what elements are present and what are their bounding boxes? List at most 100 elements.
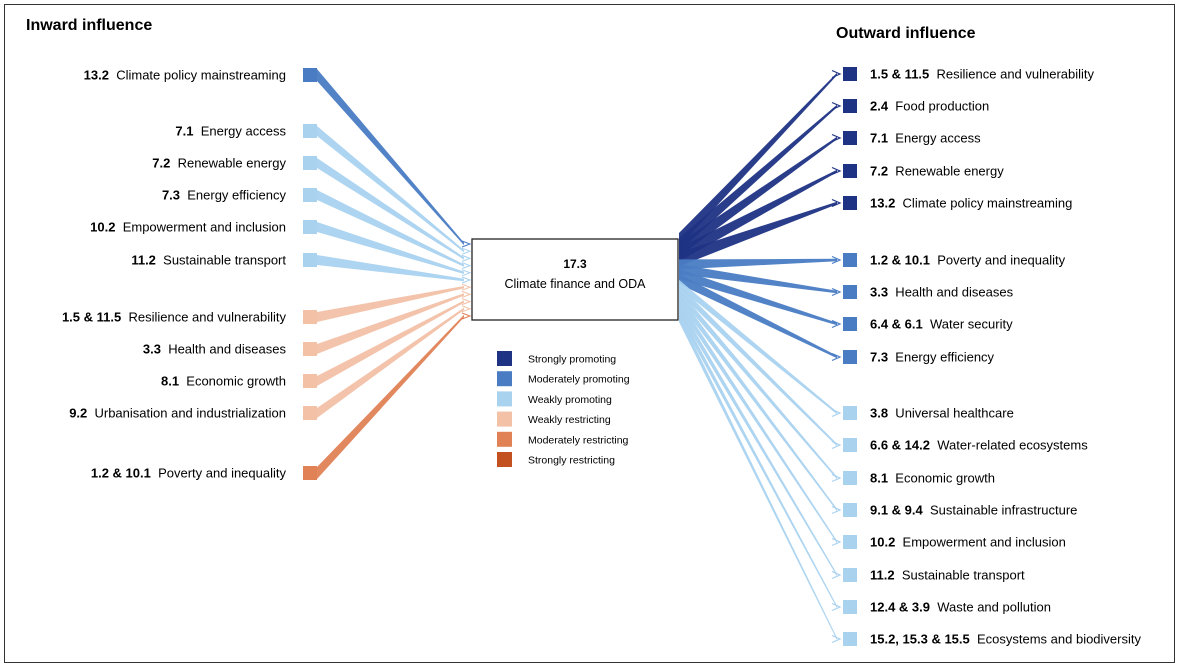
outward-item-1-5-11-5: 1.5 & 11.5 Resilience and vulnerability xyxy=(870,67,1095,82)
outward-item-label: Resilience and vulnerability xyxy=(929,67,1094,82)
outward-item-8-1: 8.1 Economic growth xyxy=(870,471,995,486)
inward-node-square xyxy=(303,374,317,388)
inward-item-10-2: 10.2 Empowerment and inclusion xyxy=(90,220,286,235)
outward-item-1-2-10-1: 1.2 & 10.1 Poverty and inequality xyxy=(870,253,1066,268)
inward-node-square xyxy=(303,68,317,82)
outward-node-square xyxy=(843,317,857,331)
inward-item-13-2: 13.2 Climate policy mainstreaming xyxy=(84,68,286,83)
outward-node-square xyxy=(843,285,857,299)
inward-edge-13-2 xyxy=(317,69,464,245)
outward-node-square xyxy=(843,600,857,614)
outward-item-code: 12.4 & 3.9 xyxy=(870,600,930,615)
inward-item-7-2: 7.2 Renewable energy xyxy=(152,156,286,171)
outward-item-3-8: 3.8 Universal healthcare xyxy=(870,406,1014,421)
inward-item-label: Economic growth xyxy=(179,374,286,389)
legend-label-moderately-restricting: Moderately restricting xyxy=(528,434,629,446)
outward-node-square xyxy=(843,406,857,420)
outward-item-label: Climate policy mainstreaming xyxy=(895,196,1072,211)
outward-item-7-3: 7.3 Energy efficiency xyxy=(870,350,995,365)
outward-item-7-1: 7.1 Energy access xyxy=(870,131,981,146)
inward-item-code: 3.3 xyxy=(143,342,161,357)
inward-item-label: Energy access xyxy=(194,124,287,139)
legend-swatch-weakly-promoting xyxy=(497,391,512,406)
inward-item-code: 13.2 xyxy=(84,68,109,83)
inward-node-square xyxy=(303,124,317,138)
outward-node-square xyxy=(843,253,857,267)
legend: Strongly promotingModerately promotingWe… xyxy=(497,351,630,467)
outward-item-code: 13.2 xyxy=(870,196,895,211)
outward-node-square xyxy=(843,350,857,364)
outward-title: Outward influence xyxy=(836,25,976,42)
outward-item-label: Sustainable transport xyxy=(895,568,1025,583)
inward-item-code: 11.2 xyxy=(131,253,156,268)
outward-item-code: 3.3 xyxy=(870,285,888,300)
outward-node-square xyxy=(843,99,857,113)
inward-node-square xyxy=(303,310,317,324)
outward-item-label: Ecosystems and biodiversity xyxy=(970,632,1142,647)
outward-node-square xyxy=(843,164,857,178)
inward-item-label: Sustainable transport xyxy=(156,253,286,268)
legend-swatch-weakly-restricting xyxy=(497,412,512,427)
outward-item-label: Water-related ecosystems xyxy=(930,438,1088,453)
inward-item-code: 1.5 & 11.5 xyxy=(62,310,121,325)
inward-edge-7-3 xyxy=(317,190,464,267)
outward-item-code: 1.2 & 10.1 xyxy=(870,253,930,268)
inward-node-square xyxy=(303,188,317,202)
legend-label-strongly-promoting: Strongly promoting xyxy=(528,354,616,366)
outward-nodes: 1.5 & 11.5 Resilience and vulnerability 2… xyxy=(843,67,1141,647)
outward-item-label: Energy efficiency xyxy=(888,350,994,365)
legend-swatch-moderately-promoting xyxy=(497,371,512,386)
outward-item-code: 7.3 xyxy=(870,350,888,365)
inward-item-label: Energy efficiency xyxy=(180,188,286,203)
inward-item-label: Renewable energy xyxy=(170,156,286,171)
outward-item-6-4-6-1: 6.4 & 6.1 Water security xyxy=(870,317,1013,332)
outward-node-square xyxy=(843,503,857,517)
outward-item-label: Poverty and inequality xyxy=(930,253,1066,268)
outward-item-2-4: 2.4 Food production xyxy=(870,99,989,114)
inward-node-square xyxy=(303,156,317,170)
inward-item-label: Urbanisation and industrialization xyxy=(87,406,286,421)
inward-node-square xyxy=(303,253,317,267)
inward-item-code: 7.2 xyxy=(152,156,170,171)
outward-edge-1-2-10-1 xyxy=(679,259,837,270)
outward-node-square xyxy=(843,471,857,485)
outward-node-square xyxy=(843,535,857,549)
outward-item-7-2: 7.2 Renewable energy xyxy=(870,164,1004,179)
outward-node-square xyxy=(843,438,857,452)
outward-node-square xyxy=(843,196,857,210)
inward-node-square xyxy=(303,220,317,234)
inward-item-11-2: 11.2 Sustainable transport xyxy=(131,253,286,268)
outward-item-label: Food production xyxy=(888,99,989,114)
outward-item-code: 10.2 xyxy=(870,535,895,550)
outward-item-label: Health and diseases xyxy=(888,285,1014,300)
center-label: Climate finance and ODA xyxy=(504,277,646,291)
outward-item-15-2-15-3-15-5: 15.2, 15.3 & 15.5 Ecosystems and biodive… xyxy=(870,632,1141,647)
inward-node-square xyxy=(303,406,317,420)
outward-node-square xyxy=(843,67,857,81)
inward-item-code: 7.3 xyxy=(162,188,180,203)
outward-item-label: Water security xyxy=(923,317,1013,332)
outward-item-6-6-14-2: 6.6 & 14.2 Water-related ecosystems xyxy=(870,438,1088,453)
inward-item-3-3: 3.3 Health and diseases xyxy=(143,342,287,357)
legend-swatch-moderately-restricting xyxy=(497,432,512,447)
inward-edge-11-2 xyxy=(317,255,464,281)
center-code: 17.3 xyxy=(563,257,587,271)
inward-node-square xyxy=(303,466,317,480)
outward-item-code: 2.4 xyxy=(870,99,889,114)
inward-item-8-1: 8.1 Economic growth xyxy=(161,374,286,389)
inward-item-label: Health and diseases xyxy=(161,342,287,357)
inward-item-label: Resilience and vulnerability xyxy=(121,310,286,325)
outward-item-label: Empowerment and inclusion xyxy=(895,535,1066,550)
outward-item-13-2: 13.2 Climate policy mainstreaming xyxy=(870,196,1072,211)
inward-item-label: Poverty and inequality xyxy=(151,466,287,481)
inward-item-code: 10.2 xyxy=(90,220,115,235)
outward-item-3-3: 3.3 Health and diseases xyxy=(870,285,1014,300)
outward-node-square xyxy=(843,568,857,582)
outward-item-9-1-9-4: 9.1 & 9.4 Sustainable infrastructure xyxy=(870,503,1077,518)
outward-item-label: Energy access xyxy=(888,131,981,146)
outward-item-label: Economic growth xyxy=(888,471,995,486)
outward-item-code: 15.2, 15.3 & 15.5 xyxy=(870,632,970,647)
outward-item-10-2: 10.2 Empowerment and inclusion xyxy=(870,535,1066,550)
outward-item-code: 11.2 xyxy=(870,568,895,583)
legend-swatch-strongly-restricting xyxy=(497,452,512,467)
